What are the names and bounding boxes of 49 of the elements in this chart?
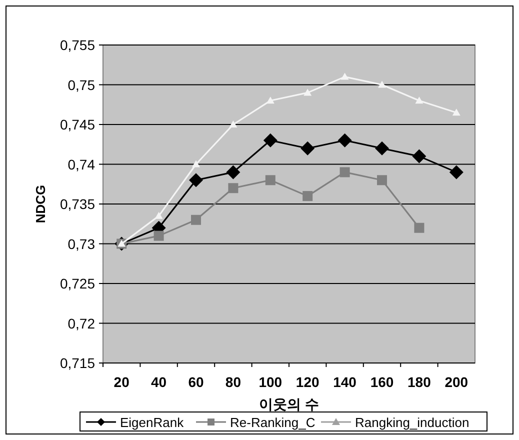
y-axis-title: NDCG [33, 184, 48, 224]
point [304, 88, 312, 96]
x-tick-label: 80 [225, 374, 242, 390]
point [266, 96, 274, 104]
point [378, 80, 386, 88]
y-tick-label: 0,715 [60, 355, 96, 371]
y-tick-label: 0,74 [68, 156, 96, 172]
legend-label: Re-Ranking_C [230, 415, 316, 430]
x-tick-label: 160 [370, 374, 394, 390]
y-tick-label: 0,73 [68, 236, 96, 252]
x-tick-label: 180 [408, 374, 432, 390]
point [228, 183, 238, 194]
y-tick-label: 0,725 [60, 276, 96, 292]
point [265, 175, 276, 186]
point [414, 222, 424, 233]
text: Rangking_induction [355, 415, 470, 430]
point [302, 191, 313, 202]
point [154, 230, 164, 241]
x-tick-label: 40 [151, 374, 167, 390]
x-tick-label: 120 [296, 374, 320, 390]
point [338, 133, 352, 148]
point [340, 167, 350, 178]
x-tick-label: 200 [444, 374, 468, 390]
point [191, 214, 201, 225]
y-tick-label: 0,72 [68, 315, 96, 332]
point [375, 141, 389, 156]
point [192, 160, 200, 168]
point [452, 108, 460, 116]
point [340, 72, 349, 80]
point [412, 149, 426, 164]
point [263, 133, 278, 148]
legend-label: EigenRank [120, 415, 184, 430]
x-axis-title: 이웃의 수 [259, 396, 319, 412]
point [449, 165, 464, 180]
y-tick-label: 0,755 [60, 37, 96, 53]
point [300, 141, 315, 156]
x-tick-label: 100 [258, 374, 282, 390]
x-tick-label: 60 [188, 374, 204, 390]
point [415, 96, 424, 104]
y-tick-label: 0,75 [68, 76, 96, 93]
point [154, 212, 163, 219]
point [229, 120, 238, 128]
y-tick-label: 0,735 [60, 196, 96, 212]
point [226, 165, 240, 180]
x-tick-label: 140 [333, 374, 357, 390]
point [189, 173, 203, 188]
y-tick-label: 0,745 [60, 116, 96, 132]
x-tick-label: 20 [114, 374, 130, 390]
point [377, 175, 387, 186]
